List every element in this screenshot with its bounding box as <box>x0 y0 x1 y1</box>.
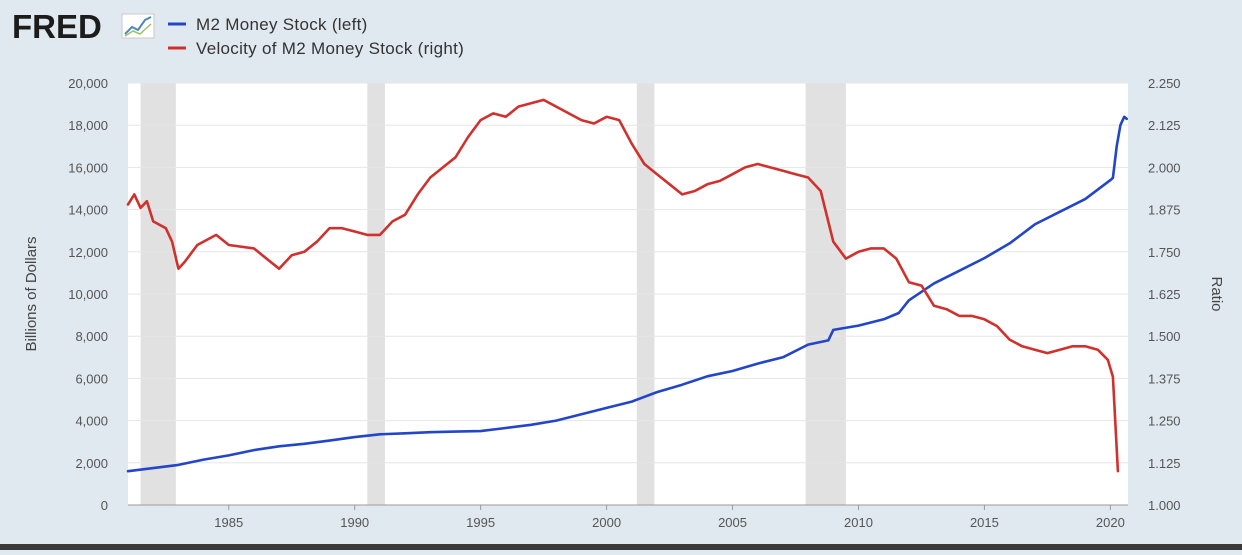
fred-logo-text: FRED <box>12 8 102 45</box>
x-tick-label-5: 2010 <box>844 515 873 530</box>
y-right-tick-label-9: 2.125 <box>1148 118 1181 133</box>
y-left-tick-label-9: 18,000 <box>68 118 108 133</box>
y-left-tick-label-0: 0 <box>101 498 108 513</box>
y-left-axis-title: Billions of Dollars <box>23 236 40 351</box>
legend-label-velocity: Velocity of M2 Money Stock (right) <box>196 39 464 58</box>
fred-trend-line-icon <box>121 13 155 39</box>
y-right-tick-label-6: 1.750 <box>1148 245 1181 260</box>
y-left-tick-label-8: 16,000 <box>68 160 108 175</box>
window-bottom-edge <box>0 544 1242 550</box>
x-tick-label-2: 1995 <box>466 515 495 530</box>
series-lines <box>126 98 1128 473</box>
y-right-tick-label-0: 1.000 <box>1148 498 1181 513</box>
legend-label-m2: M2 Money Stock (left) <box>196 15 368 34</box>
y-left-tick-label-3: 6,000 <box>75 371 108 386</box>
fred-logo[interactable]: FRED <box>12 8 155 45</box>
x-tick-label-0: 1985 <box>214 515 243 530</box>
gridlines <box>128 82 1128 464</box>
legend-item-m2[interactable]: M2 Money Stock (left) <box>168 15 368 34</box>
legend: M2 Money Stock (left) Velocity of M2 Mon… <box>168 15 464 58</box>
x-tick-label-6: 2015 <box>970 515 999 530</box>
y-right-tick-label-2: 1.250 <box>1148 414 1181 429</box>
y-left-axis-ticks: 0 2,000 4,000 6,000 8,000 10,000 12,000 14,000 1… <box>68 76 108 513</box>
x-tick-label-7: 2020 <box>1096 515 1125 530</box>
y-right-tick-label-5: 1.625 <box>1148 287 1181 302</box>
y-right-tick-label-4: 1.500 <box>1148 329 1181 344</box>
y-right-tick-label-1: 1.125 <box>1148 456 1181 471</box>
y-right-tick-label-3: 1.375 <box>1148 371 1181 386</box>
y-left-tick-label-2: 4,000 <box>75 414 108 429</box>
y-left-tick-label-7: 14,000 <box>68 203 108 218</box>
series-line-m2 <box>126 115 1128 473</box>
y-left-tick-label-6: 12,000 <box>68 245 108 260</box>
y-right-axis-title: Ratio <box>1208 276 1225 311</box>
y-right-tick-label-8: 2.000 <box>1148 160 1181 175</box>
y-left-tick-label-1: 2,000 <box>75 456 108 471</box>
y-right-tick-label-7: 1.875 <box>1148 203 1181 218</box>
x-tick-label-4: 2005 <box>718 515 747 530</box>
y-left-tick-label-10: 20,000 <box>68 76 108 91</box>
x-tick-label-1: 1990 <box>340 515 369 530</box>
y-right-axis-ticks: 1.000 1.125 1.250 1.375 1.500 1.625 1.750 1.875… <box>1148 76 1181 513</box>
y-left-tick-label-4: 8,000 <box>75 329 108 344</box>
x-tick-label-3: 2000 <box>592 515 621 530</box>
x-axis-ticks: 1985 1990 1995 2000 2005 2010 2015 2020 <box>214 505 1125 530</box>
y-left-tick-label-5: 10,000 <box>68 287 108 302</box>
y-right-tick-label-10: 2.250 <box>1148 76 1181 91</box>
legend-item-velocity[interactable]: Velocity of M2 Money Stock (right) <box>168 39 464 58</box>
series-line-velocity <box>126 98 1120 473</box>
